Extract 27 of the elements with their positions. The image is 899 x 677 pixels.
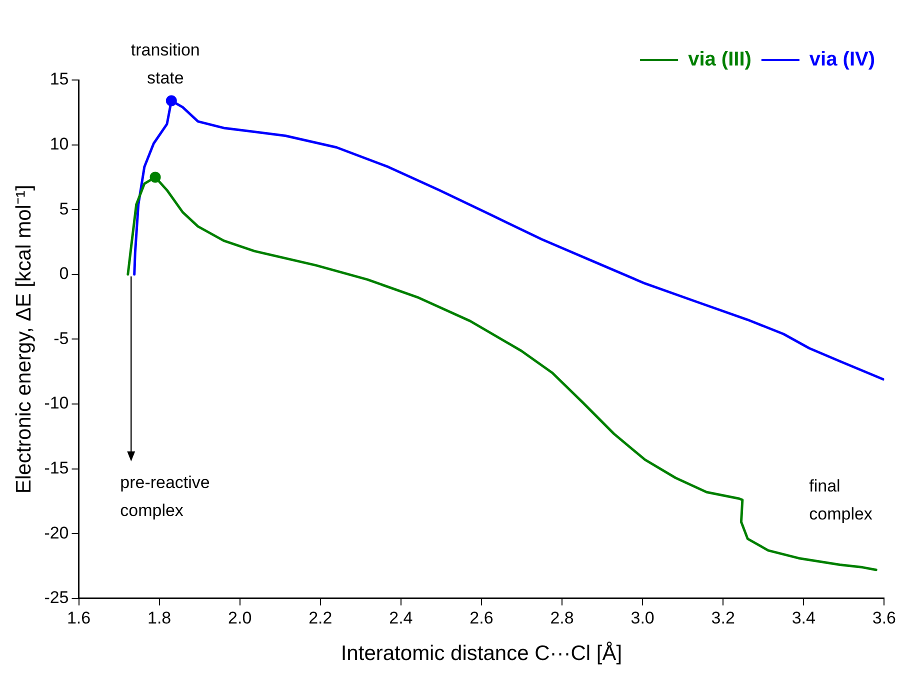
x-tick-label: 2.6 [470,608,494,628]
x-tick-label: 1.8 [147,608,172,628]
y-tick-label: -10 [44,394,69,413]
y-tick-label: 0 [59,264,69,284]
x-tick-label: 3.0 [630,608,654,628]
x-tick-label: 2.0 [228,608,252,628]
y-tick-label: -20 [44,523,69,542]
x-tick-label: 1.6 [66,608,91,628]
x-tick-label: 3.4 [792,608,816,628]
x-axis-title: Interatomic distance C···Cl [Å] [340,641,622,666]
x-tick-label: 2.4 [389,608,413,628]
x-tick-label: 3.2 [711,608,735,628]
y-axis-title: Electronic energy, ΔE [kcal mol⁻¹] [12,184,36,494]
y-tick-label: -25 [44,588,69,608]
x-tick-label: 3.6 [872,608,896,628]
y-tick-label: 15 [50,70,69,89]
annotation: pre-reactive complex [120,473,210,520]
y-tick-label: -15 [44,458,69,478]
y-tick-label: -5 [54,328,69,348]
x-tick-label: 2.8 [550,608,574,628]
annotation: final complex [809,476,873,524]
x-tick-label: 2.2 [308,608,332,628]
y-tick-label: 5 [59,199,69,218]
legend-label: via (IV) [809,48,875,71]
annotation: transition state [130,40,200,88]
y-tick-label: 10 [50,134,69,154]
legend-label: via (III) [688,48,752,71]
